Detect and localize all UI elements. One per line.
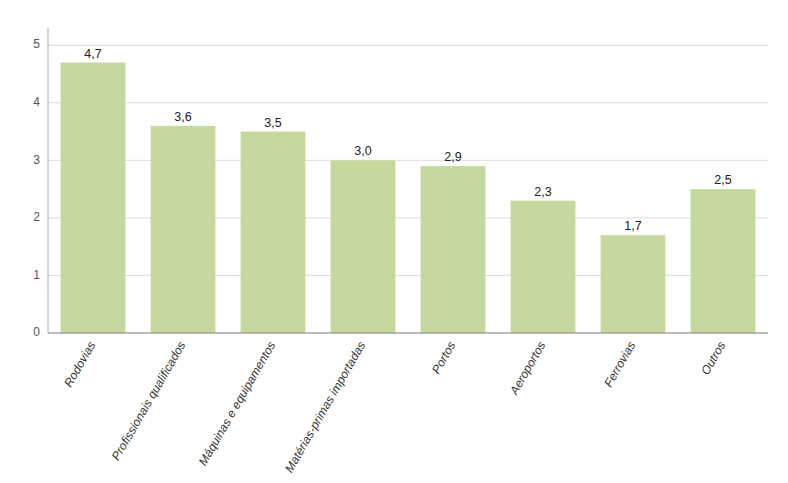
data-label: 4,7 — [84, 47, 101, 61]
y-axis-line — [48, 28, 49, 333]
data-label: 3,0 — [354, 144, 371, 158]
y-tick-label: 4 — [33, 95, 40, 109]
data-label: 2,9 — [444, 150, 461, 164]
grid — [48, 45, 768, 333]
y-tick-label: 5 — [33, 37, 40, 51]
x-tick-label: Ferrovias — [601, 339, 638, 389]
x-tick-label: Profissionais qualificados — [109, 339, 188, 463]
bar — [691, 189, 756, 333]
data-label: 2,5 — [714, 173, 731, 187]
bar — [601, 235, 666, 333]
bar — [151, 126, 216, 333]
data-label: 1,7 — [624, 219, 641, 233]
x-axis: Rodovias Profissionais qualificadosMáquin… — [61, 339, 728, 475]
bar — [421, 166, 486, 333]
chart-svg: 0 1 2 3 4 5 4,7 3,6 3,5 3,0 2,9 2,3 1,7 2,5 Rodovias Pr… — [0, 0, 788, 483]
y-axis: 0 1 2 3 4 5 — [33, 28, 48, 339]
y-tick-label: 2 — [33, 210, 40, 224]
data-labels: 4,7 3,6 3,5 3,0 2,9 2,3 1,7 2,5 — [84, 47, 731, 234]
data-label: 3,5 — [264, 116, 281, 130]
grid-line — [48, 102, 768, 103]
x-tick-label: Máquinas e equipamentos — [196, 339, 279, 468]
grid-line — [48, 45, 768, 46]
x-tick-label: Outros — [698, 339, 728, 377]
chart-container: 0 1 2 3 4 5 4,7 3,6 3,5 3,0 2,9 2,3 1,7 2,5 Rodovias Pr… — [0, 0, 788, 483]
bar — [61, 63, 126, 333]
y-tick-label: 1 — [33, 268, 40, 282]
bar — [241, 132, 306, 333]
x-axis-line — [48, 333, 768, 334]
y-tick-label: 0 — [33, 325, 40, 339]
y-tick-label: 3 — [33, 153, 40, 167]
grid-line — [48, 333, 768, 334]
bar — [511, 201, 576, 333]
x-tick-label: Portos — [429, 339, 458, 376]
data-label: 2,3 — [534, 185, 551, 199]
x-tick-label: Matérias-primas importadas — [282, 339, 368, 475]
data-label: 3,6 — [174, 110, 191, 124]
x-tick-label: Rodovias — [61, 339, 98, 389]
bars — [61, 63, 756, 333]
x-tick-label: Aeroportos — [506, 339, 548, 398]
bar — [331, 160, 396, 333]
